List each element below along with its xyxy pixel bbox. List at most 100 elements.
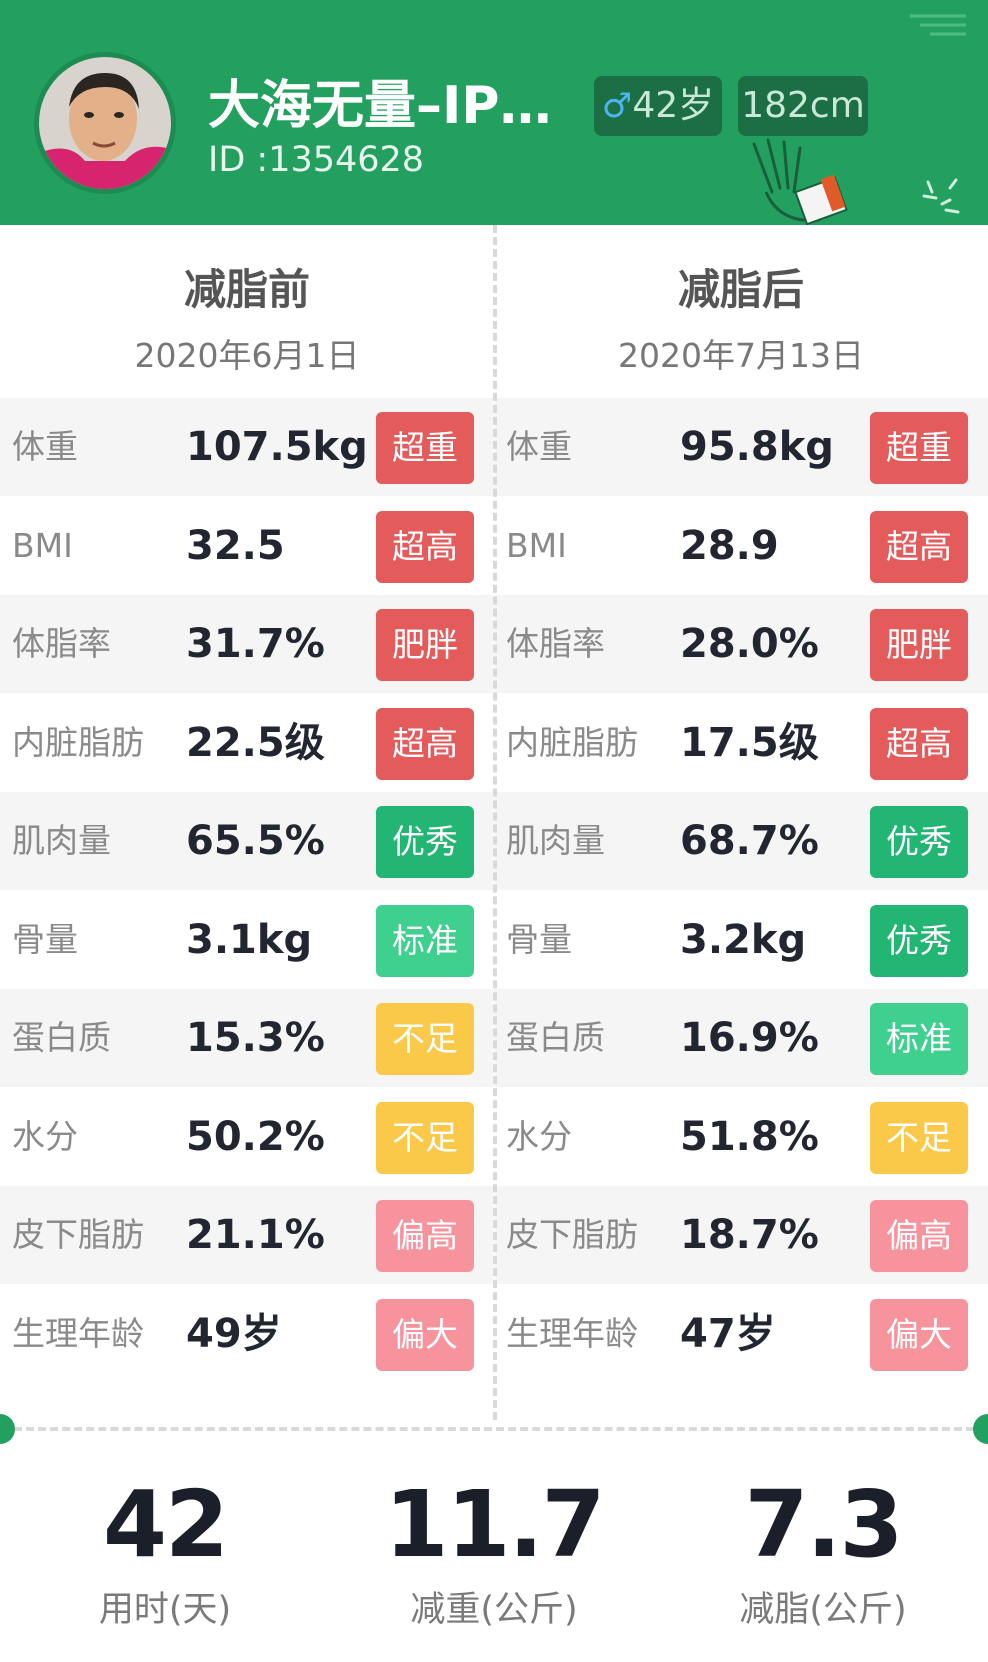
after-title: 减脂后	[677, 265, 804, 314]
metric-value: 68.7%	[680, 818, 819, 864]
status-badge: 不足	[870, 1101, 968, 1174]
divider-notch-right	[973, 1414, 988, 1444]
status-badge: 标准	[376, 904, 474, 977]
sparkle-icon	[922, 178, 960, 214]
metric-row: 体重 107.5kg 超重	[0, 398, 493, 496]
summary-fat-loss: 7.3 减脂(公斤)	[658, 1470, 988, 1634]
status-badge: 超重	[870, 412, 968, 484]
metric-value: 65.5%	[186, 818, 325, 864]
status-badge: 优秀	[870, 806, 968, 878]
metric-label: 皮下脂肪	[506, 1215, 638, 1254]
metric-label: 肌肉量	[12, 821, 111, 860]
metric-label: BMI	[506, 525, 567, 565]
metric-row: 体脂率 28.0% 肥胖	[494, 595, 988, 693]
metric-value: 21.1%	[186, 1212, 325, 1258]
summary-weight-loss-value: 11.7	[384, 1471, 606, 1578]
user-id: ID :1354628	[208, 140, 425, 180]
status-badge: 不足	[376, 1101, 474, 1174]
status-badge: 肥胖	[376, 609, 474, 681]
status-badge: 超高	[376, 510, 474, 583]
status-badge: 偏大	[376, 1298, 474, 1371]
metric-value: 28.0%	[680, 621, 819, 667]
metric-label: 皮下脂肪	[12, 1215, 144, 1254]
metric-value: 18.7%	[680, 1212, 819, 1258]
metric-row: 生理年龄 47岁 偏大	[494, 1285, 988, 1383]
metric-row: 生理年龄 49岁 偏大	[0, 1285, 493, 1383]
status-badge: 偏高	[376, 1200, 474, 1272]
metric-label: 内脏脂肪	[12, 722, 144, 762]
status-badge: 优秀	[376, 806, 474, 878]
status-badge: 偏高	[870, 1200, 968, 1272]
metric-row: 骨量 3.2kg 优秀	[494, 891, 988, 989]
metric-value: 95.8kg	[680, 424, 834, 470]
status-badge: 不足	[376, 1003, 474, 1075]
metric-row: BMI 32.5 超高	[0, 497, 493, 595]
summary-days-value: 42	[102, 1471, 229, 1578]
metric-row: 水分 50.2% 不足	[0, 1088, 493, 1186]
summary-fat-loss-caption: 减脂(公斤)	[739, 1590, 907, 1630]
age-chip: ♂42岁	[594, 76, 722, 136]
metric-value: 49岁	[186, 1310, 282, 1357]
after-date: 2020年7月13日	[618, 336, 864, 375]
metric-value: 28.9	[680, 522, 779, 569]
metric-row: 内脏脂肪 22.5级 超高	[0, 694, 493, 792]
metric-row: 骨量 3.1kg 标准	[0, 891, 493, 989]
summary-divider	[14, 1427, 974, 1431]
metric-row: 皮下脂肪 21.1% 偏高	[0, 1186, 493, 1284]
metric-value: 15.3%	[186, 1015, 325, 1061]
metric-value: 22.5级	[186, 719, 325, 766]
summary-weight-loss-caption: 减重(公斤)	[410, 1590, 578, 1630]
status-badge: 超重	[376, 412, 474, 484]
metric-label: 骨量	[506, 919, 572, 959]
metric-value: 50.2%	[186, 1113, 325, 1160]
metric-value: 3.1kg	[186, 916, 313, 963]
avatar[interactable]	[34, 52, 176, 194]
status-badge: 肥胖	[870, 609, 968, 681]
metric-row: 肌肉量 68.7% 优秀	[494, 792, 988, 890]
metric-value: 17.5级	[680, 719, 819, 766]
metric-label: 体重	[506, 427, 572, 466]
age-value: 42岁	[632, 85, 715, 126]
profile-header: 大海无量–IP… ID :1354628 ♂42岁 182cm	[0, 0, 988, 225]
metric-label: BMI	[12, 525, 73, 565]
metric-row: 体脂率 31.7% 肥胖	[0, 595, 493, 693]
metric-row: 蛋白质 16.9% 标准	[494, 989, 988, 1087]
male-icon: ♂	[601, 86, 633, 126]
metric-row: BMI 28.9 超高	[494, 497, 988, 595]
username: 大海无量–IP…	[208, 76, 552, 136]
metric-row: 肌肉量 65.5% 优秀	[0, 792, 493, 890]
metric-row: 内脏脂肪 17.5级 超高	[494, 694, 988, 792]
metric-label: 蛋白质	[12, 1018, 111, 1057]
menu-lines-icon	[910, 14, 966, 36]
hand-holding-card-icon	[752, 138, 848, 225]
summary-days-caption: 用时(天)	[98, 1590, 232, 1630]
metric-label: 水分	[506, 1116, 572, 1156]
metric-label: 生理年龄	[12, 1313, 144, 1353]
status-badge: 超高	[376, 707, 474, 780]
status-badge: 标准	[870, 1003, 968, 1075]
divider-notch-left	[0, 1414, 15, 1444]
metric-label: 体重	[12, 427, 78, 466]
metric-value: 47岁	[680, 1310, 776, 1357]
before-date: 2020年6月1日	[134, 336, 360, 375]
metric-value: 32.5	[186, 522, 285, 569]
metric-row: 水分 51.8% 不足	[494, 1088, 988, 1186]
before-title: 减脂前	[183, 265, 310, 314]
metric-value: 51.8%	[680, 1113, 819, 1160]
metric-label: 蛋白质	[506, 1018, 605, 1057]
status-badge: 超高	[870, 510, 968, 583]
metric-label: 肌肉量	[506, 821, 605, 860]
metric-label: 骨量	[12, 919, 78, 959]
metric-value: 16.9%	[680, 1015, 819, 1061]
metric-value: 31.7%	[186, 621, 325, 667]
metric-row: 皮下脂肪 18.7% 偏高	[494, 1186, 988, 1284]
metric-value: 3.2kg	[680, 916, 807, 963]
height-chip: 182cm	[738, 76, 868, 136]
metric-label: 内脏脂肪	[506, 722, 638, 762]
summary-fat-loss-value: 7.3	[744, 1471, 904, 1578]
metric-label: 生理年龄	[506, 1313, 638, 1353]
metric-value: 107.5kg	[186, 424, 368, 470]
metric-label: 体脂率	[12, 624, 111, 663]
metric-label: 水分	[12, 1116, 78, 1156]
avatar-photo	[39, 57, 171, 189]
